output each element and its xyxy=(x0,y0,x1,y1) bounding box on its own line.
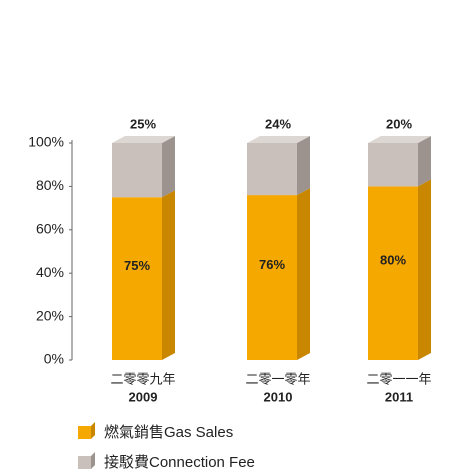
bar-side xyxy=(297,136,310,196)
legend-label: 接駁費Connection Fee xyxy=(104,454,255,471)
y-tick-label: 80% xyxy=(36,177,64,193)
x-tick-label: 2011 xyxy=(385,389,413,404)
value-label: 76% xyxy=(259,257,285,272)
bar xyxy=(112,197,162,360)
value-label: 80% xyxy=(380,253,406,268)
legend-swatch-side xyxy=(91,452,95,469)
y-tick-label: 20% xyxy=(36,307,64,323)
x-tick-label: 2010 xyxy=(264,389,293,404)
bar-top xyxy=(112,136,175,143)
value-label: 25% xyxy=(130,116,156,131)
x-tick-label: 2009 xyxy=(129,389,158,404)
legend-swatch xyxy=(78,456,91,469)
bar-top xyxy=(368,136,431,143)
y-tick-label: 60% xyxy=(36,221,64,237)
bar-side xyxy=(162,136,175,198)
value-label: 20% xyxy=(386,116,412,131)
bar xyxy=(368,186,418,360)
bar xyxy=(112,143,162,198)
bar xyxy=(368,143,418,187)
legend-swatch-side xyxy=(91,422,95,439)
y-tick-label: 100% xyxy=(28,134,64,150)
bar xyxy=(247,195,297,360)
legend-swatch xyxy=(78,426,91,439)
bar-top xyxy=(247,136,310,143)
bar-side xyxy=(418,179,431,360)
value-label: 75% xyxy=(124,258,150,273)
bar xyxy=(247,143,297,196)
value-label: 24% xyxy=(265,116,291,131)
x-tick-label-zh: 二零零九年 xyxy=(110,371,175,386)
legend-label: 燃氣銷售Gas Sales xyxy=(104,423,233,441)
bar-side xyxy=(418,136,431,187)
x-tick-label-zh: 二零一一年 xyxy=(366,371,431,386)
bar-side xyxy=(162,190,175,360)
x-tick-label-zh: 二零一零年 xyxy=(245,371,310,386)
bar-side xyxy=(297,188,310,360)
y-tick-label: 40% xyxy=(36,264,64,280)
y-tick-label: 0% xyxy=(44,351,64,367)
